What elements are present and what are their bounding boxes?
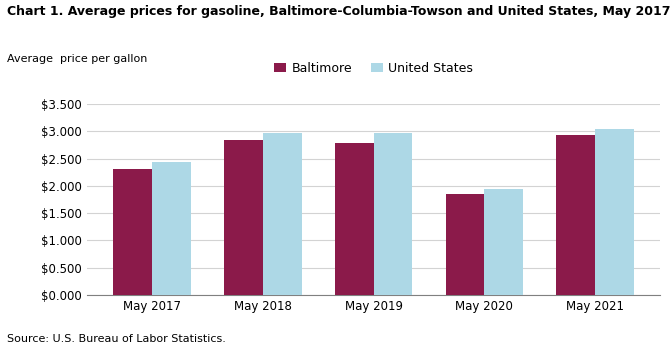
Bar bbox=[263, 133, 302, 295]
Bar bbox=[113, 169, 152, 295]
Bar bbox=[152, 162, 191, 295]
Bar bbox=[224, 139, 263, 295]
Text: Chart 1. Average prices for gasoline, Baltimore-Columbia-Towson and United State: Chart 1. Average prices for gasoline, Ba… bbox=[7, 5, 670, 18]
Bar bbox=[484, 188, 523, 295]
Bar bbox=[335, 143, 374, 295]
Bar bbox=[595, 129, 634, 295]
Bar bbox=[374, 133, 412, 295]
Text: Source: U.S. Bureau of Labor Statistics.: Source: U.S. Bureau of Labor Statistics. bbox=[7, 333, 226, 344]
Bar bbox=[446, 194, 484, 295]
Bar bbox=[556, 135, 595, 295]
Text: Average  price per gallon: Average price per gallon bbox=[7, 54, 147, 64]
Legend: Baltimore, United States: Baltimore, United States bbox=[269, 57, 478, 80]
